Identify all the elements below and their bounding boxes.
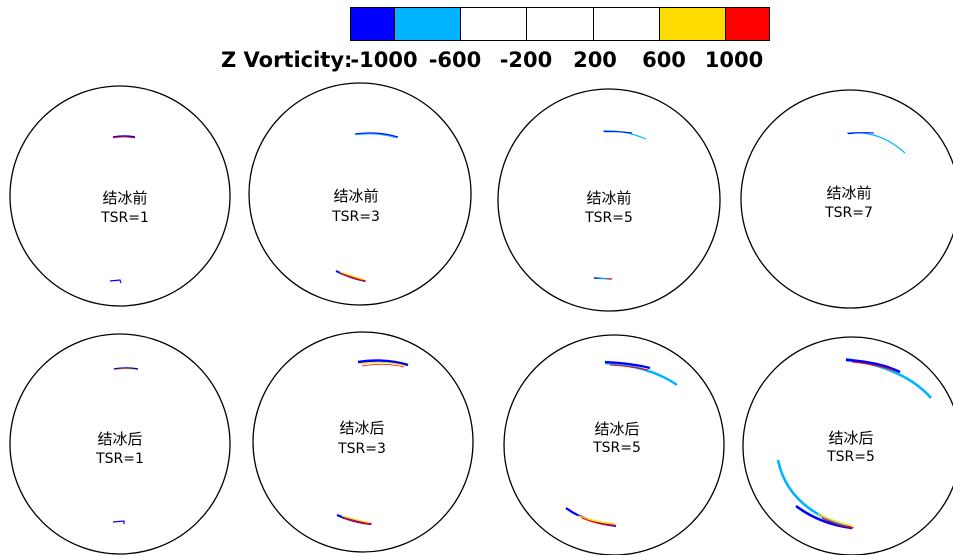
- panel-tsr-label: TSR=3: [331, 209, 380, 225]
- vortex-trace-lower: [341, 273, 367, 282]
- panel-tsr-label: TSR=3: [337, 441, 386, 457]
- legend-tick: -600: [428, 48, 482, 72]
- rotor-domain-circle: [252, 331, 474, 553]
- vortex-trace-lower: [817, 513, 853, 527]
- legend-tick: 1000: [704, 48, 764, 72]
- panel-state-label: 结冰前: [333, 187, 378, 205]
- vortex-trace-upper: [361, 363, 405, 368]
- panel-state-label: 结冰前: [826, 184, 871, 202]
- vortex-trace-upper: [851, 361, 896, 372]
- vortex-trace-upper: [603, 131, 633, 134]
- legend-tick: -200: [499, 48, 553, 72]
- vortex-trace-upper: [112, 135, 136, 138]
- vortex-trace-upper: [355, 133, 398, 139]
- vortex-trace-upper: [357, 359, 409, 367]
- vortex-trace-upper: [846, 132, 906, 154]
- vortex-trace-lower: [776, 459, 853, 530]
- rotor-domain-circle: [497, 88, 721, 312]
- panel-1: 结冰前 TSR=1: [9, 85, 231, 307]
- vortex-trace-lower: [821, 517, 855, 529]
- panel-5: 结冰后 TSR=1: [9, 333, 231, 555]
- vortex-trace-upper: [359, 361, 407, 367]
- panel-2: 结冰前 TSR=3: [248, 82, 472, 306]
- vortex-trace-upper: [114, 368, 139, 371]
- panel-3: 结冰前 TSR=5: [497, 88, 721, 312]
- rotor-domain-circle: [9, 85, 231, 307]
- vortex-trace-upper: [847, 132, 875, 135]
- panel-6: 结冰后 TSR=3: [252, 331, 474, 553]
- vortex-trace-upper: [604, 360, 651, 370]
- colorbar-segment: [659, 8, 726, 40]
- vortex-trace-lower: [341, 515, 371, 524]
- vortex-trace-upper: [113, 367, 139, 370]
- colorbar-segment: [461, 8, 528, 40]
- colorbar-segment: [593, 8, 660, 40]
- vortex-trace-upper: [112, 136, 136, 139]
- vortex-trace-upper: [354, 132, 399, 138]
- panel-state-label: 结冰后: [594, 420, 639, 438]
- vortex-trace-upper: [604, 361, 678, 386]
- colorbar-segment: [351, 8, 396, 40]
- vortex-trace-lower: [593, 277, 613, 280]
- vortex-trace-lower: [581, 517, 617, 527]
- panel-tsr-label: TSR=1: [95, 451, 144, 467]
- vortex-trace-lower: [112, 520, 125, 524]
- vortex-trace-upper: [609, 364, 649, 371]
- panel-8: 结冰后 TSR=5: [742, 336, 953, 555]
- rotor-domain-circle: [9, 333, 231, 555]
- panel-state-label: 结冰后: [828, 429, 873, 447]
- rotor-domain-circle: [740, 89, 953, 309]
- legend-tick: 600: [642, 48, 686, 72]
- vortex-trace-lower: [339, 271, 365, 281]
- panel-tsr-label: TSR=5: [584, 210, 633, 226]
- panel-4: 结冰前 TSR=7: [740, 89, 953, 309]
- colorbar-segment: [725, 8, 769, 40]
- legend-tick: -1000: [350, 48, 418, 72]
- panel-state-label: 结冰前: [102, 189, 147, 207]
- panel-7: 结冰后 TSR=5: [503, 334, 725, 555]
- colorbar-segment: [527, 8, 594, 40]
- legend-tick: 200: [573, 48, 617, 72]
- panel-tsr-label: TSR=5: [826, 449, 875, 465]
- vorticity-colorbar: [350, 7, 770, 41]
- rotor-domain-circle: [248, 82, 472, 306]
- rotor-domain-circle: [742, 336, 953, 555]
- legend-title: Z Vorticity:: [221, 48, 353, 72]
- panel-tsr-label: TSR=5: [592, 440, 641, 456]
- panel-tsr-label: TSR=1: [100, 210, 149, 226]
- colorbar-segment: [395, 8, 462, 40]
- vortex-trace-lower: [577, 515, 615, 525]
- panel-state-label: 结冰前: [586, 189, 631, 207]
- panel-tsr-label: TSR=7: [824, 205, 873, 221]
- vortex-trace-lower: [109, 279, 122, 284]
- panel-state-label: 结冰后: [339, 419, 384, 437]
- panel-state-label: 结冰后: [97, 430, 142, 448]
- vortex-trace-upper: [845, 358, 901, 374]
- vortex-trace-lower: [343, 517, 373, 525]
- rotor-domain-circle: [503, 334, 725, 555]
- vortex-trace-upper: [845, 357, 932, 399]
